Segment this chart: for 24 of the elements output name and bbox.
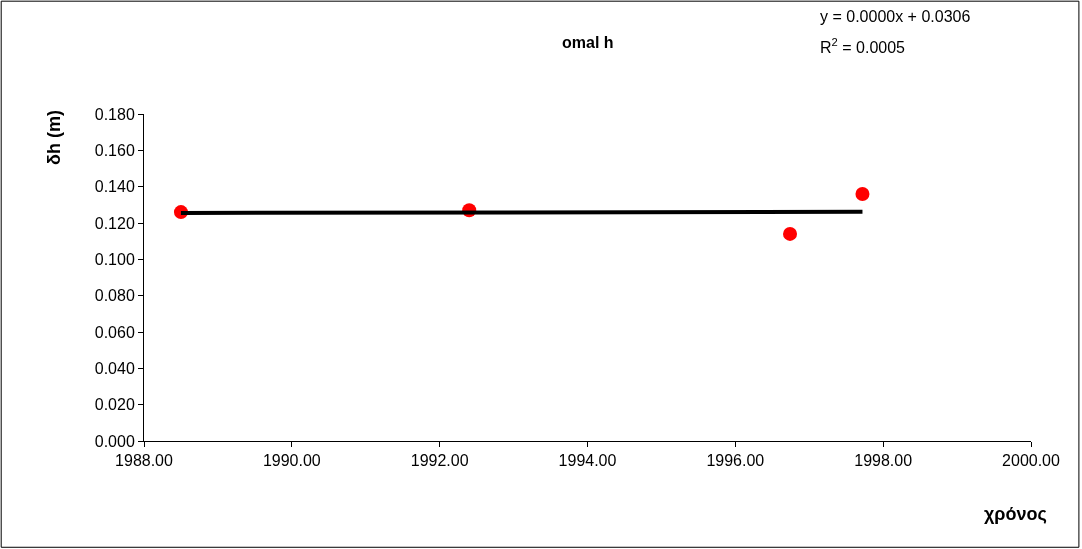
y-tick-label: 0.140	[94, 178, 135, 196]
x-tick-label: 1998.00	[854, 452, 913, 470]
y-tick-label: 0.060	[94, 323, 135, 341]
y-tick-label: 0.040	[94, 359, 135, 377]
x-tick-label: 1996.00	[706, 452, 765, 470]
x-tick-label: 1994.00	[558, 452, 617, 470]
y-tick-label: 0.000	[94, 432, 135, 450]
x-tick-label: 1992.00	[410, 452, 469, 470]
chart-title: omal h	[562, 34, 614, 51]
y-tick-label: 0.180	[94, 105, 135, 123]
y-tick-label: 0.160	[94, 141, 135, 159]
y-tick-label: 0.100	[94, 250, 135, 268]
x-tick-label: 1988.00	[115, 452, 174, 470]
y-axis-title: δh (m)	[44, 110, 65, 165]
x-tick-label: 2000.00	[1002, 452, 1061, 470]
point	[783, 226, 798, 241]
y-tick-label: 0.020	[94, 396, 135, 414]
text: R$^{2}$ = 0.0005	[820, 36, 906, 56]
point	[855, 186, 870, 201]
text: y = 0.0000x + 0.0306	[820, 8, 971, 25]
x-axis-title: χρόνος	[984, 504, 1047, 524]
y-tick-label: 0.080	[94, 287, 135, 305]
y-tick-label: 0.120	[94, 214, 135, 232]
x-tick-label: 1990.00	[262, 452, 321, 470]
